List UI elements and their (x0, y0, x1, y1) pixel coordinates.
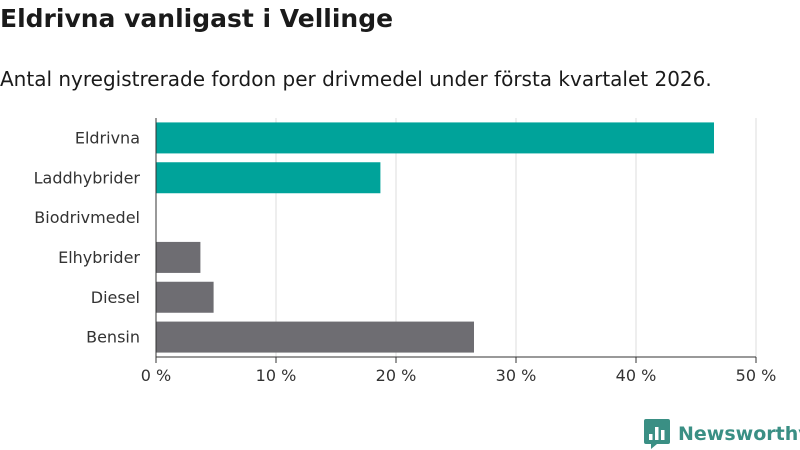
x-tick-label-5: 50 % (736, 366, 777, 385)
newsworthy-logo-icon (644, 419, 670, 449)
x-tick-label-0: 0 % (141, 366, 171, 385)
bar-elhybrider (156, 241, 201, 273)
x-tick-label-3: 30 % (496, 366, 537, 385)
category-label-elhybrider: Elhybrider (58, 248, 140, 267)
brand-name: Newsworthy (678, 423, 800, 445)
chart-subtitle: Antal nyregistrerade fordon per drivmede… (0, 67, 712, 91)
brand-logo: Newsworthy (644, 418, 800, 450)
bar-eldrivna (156, 122, 714, 154)
category-label-eldrivna: Eldrivna (75, 128, 140, 147)
x-tick-label-1: 10 % (256, 366, 297, 385)
category-label-bensin: Bensin (86, 328, 140, 347)
category-label-laddhybrider: Laddhybrider (34, 168, 141, 187)
chart-title: Eldrivna vanligast i Vellinge (0, 4, 394, 33)
x-tick-label-4: 40 % (616, 366, 657, 385)
x-tick-label-2: 20 % (376, 366, 417, 385)
category-label-diesel: Diesel (91, 288, 140, 307)
bar-bensin (156, 321, 474, 353)
bar-laddhybrider (156, 162, 381, 194)
category-label-biodrivmedel: Biodrivmedel (34, 208, 140, 227)
bar-diesel (156, 281, 214, 313)
